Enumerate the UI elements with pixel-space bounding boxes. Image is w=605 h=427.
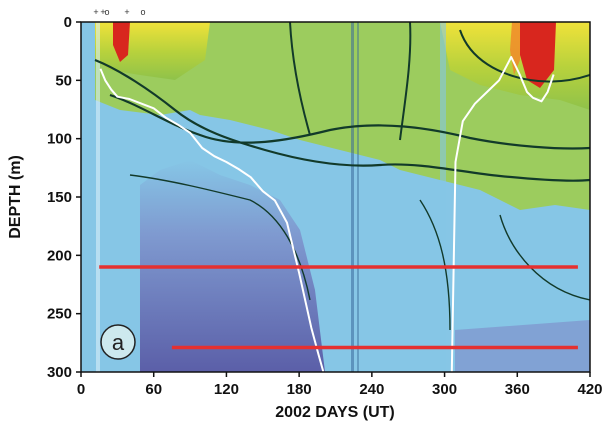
isoline-series — [99, 68, 325, 372]
x-tick-label: 180 — [287, 381, 312, 398]
x-axis: 0 60 120 180 240 300 360 420 — [77, 372, 603, 398]
top-marker: + — [124, 7, 129, 17]
streak — [96, 22, 100, 372]
x-tick-label: 120 — [214, 381, 239, 398]
series-layer — [99, 56, 578, 372]
x-tick-label: 420 — [577, 381, 602, 398]
streak — [440, 22, 446, 372]
contour-line — [94, 58, 590, 182]
y-tick-label: 300 — [47, 364, 72, 381]
top-marker: o — [140, 7, 145, 17]
x-tick-label: 360 — [505, 381, 530, 398]
top-markers: + +o + o — [93, 7, 145, 17]
red-patch-late — [520, 22, 556, 88]
y-tick-label: 100 — [47, 131, 72, 148]
contour-line — [289, 22, 590, 141]
red-patch-early — [113, 22, 130, 62]
y-tick-label: 200 — [47, 247, 72, 264]
streak — [357, 22, 359, 372]
y-axis-title: DEPTH (m) — [7, 155, 24, 239]
x-tick-label: 60 — [145, 381, 162, 398]
isoline-series — [450, 56, 555, 372]
top-marker: + — [93, 7, 98, 17]
y-tick-label: 50 — [55, 72, 72, 89]
streak — [351, 22, 354, 372]
y-axis: 0 50 100 150 200 250 300 — [47, 14, 81, 381]
y-tick-label: 150 — [47, 189, 72, 206]
x-tick-label: 0 — [77, 381, 85, 398]
top-marker: o — [104, 7, 109, 17]
x-axis-title: 2002 DAYS (UT) — [275, 404, 394, 421]
top-marker: + — [100, 7, 105, 17]
panel-label-badge — [100, 324, 136, 360]
x-tick-label: 300 — [432, 381, 457, 398]
plot-area — [81, 22, 590, 372]
panel-label: a — [112, 330, 125, 355]
x-tick-label: 240 — [359, 381, 384, 398]
y-tick-label: 0 — [64, 14, 72, 31]
contour-line — [129, 174, 311, 301]
y-tick-label: 250 — [47, 306, 72, 323]
